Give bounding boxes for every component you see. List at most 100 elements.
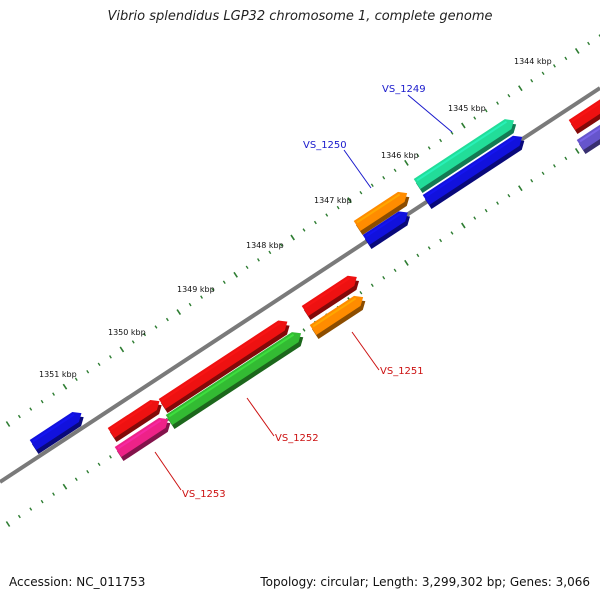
inner-tick-mark <box>416 253 420 258</box>
inner-tick-mark <box>393 268 397 272</box>
outer-tick-mark <box>245 265 249 269</box>
outer-tick-mark <box>370 183 374 187</box>
gene-label-vs1251: VS_1251 <box>380 366 424 377</box>
outer-tick-mark <box>119 346 125 353</box>
gene-arrow-body <box>114 417 169 458</box>
outer-tick-mark <box>325 213 329 217</box>
outer-tick-mark <box>97 362 101 366</box>
outer-tick-mark <box>416 153 420 158</box>
tick-label: 1345 kbp <box>448 104 486 113</box>
genome-info-text: Topology: circular; Length: 3,299,302 bp… <box>260 575 590 589</box>
gene-arrow-body <box>413 119 514 190</box>
outer-tick-mark <box>347 197 352 204</box>
gene-arrow-purple-edge[interactable] <box>576 111 600 155</box>
inner-tick-mark <box>574 147 580 154</box>
gene-arrow-vs1249[interactable] <box>413 119 517 194</box>
inner-tick-mark <box>450 231 454 235</box>
outer-tick-mark <box>74 377 78 381</box>
gene-label-vs1249: VS_1249 <box>382 84 426 95</box>
gene-arrow-blue-left[interactable] <box>29 411 84 455</box>
inner-tick-mark <box>439 238 443 243</box>
outer-tick-mark <box>518 85 523 92</box>
outer-tick-mark <box>200 295 203 299</box>
outer-tick-mark <box>507 94 511 98</box>
gene-arrow-highlight <box>117 419 162 450</box>
outer-tick-mark <box>222 280 226 284</box>
outer-tick-mark <box>461 122 466 129</box>
outer-tick-mark <box>268 250 272 255</box>
gene-arrow-body <box>29 411 82 451</box>
inner-tick-mark <box>496 201 499 205</box>
tick-labels: 1344 kbp 1345 kbp 1346 kbp 1347 kbp 1348… <box>39 57 552 379</box>
outer-tick-mark <box>233 271 238 278</box>
gene-arrow-red-a[interactable] <box>107 399 162 443</box>
inner-tick-mark <box>74 477 78 481</box>
gene-arrow-highlight <box>32 413 75 443</box>
outer-tick-mark <box>598 34 600 38</box>
gene-arrow-highlight <box>161 322 281 402</box>
gene-arrow-highlight <box>416 120 508 182</box>
outer-tick-mark <box>473 116 477 120</box>
outer-tick-mark <box>154 325 158 329</box>
gene-arrow-red-edge[interactable] <box>568 91 600 135</box>
inner-tick-mark <box>473 216 477 220</box>
outer-tick-mark <box>5 421 11 427</box>
inner-tick-mark <box>97 462 101 466</box>
outer-tick-mark <box>143 332 147 337</box>
outer-tick-mark <box>359 191 363 195</box>
inner-tick-mark <box>564 156 568 161</box>
gene-label-vs1252: VS_1252 <box>275 433 319 444</box>
outer-tick-mark <box>86 370 90 374</box>
inner-tick-mark <box>29 507 33 511</box>
outer-tick-track <box>5 34 600 427</box>
gene-arrow-highlight <box>365 213 401 238</box>
inner-tick-mark <box>40 499 44 504</box>
gene-arrow-highlight <box>356 193 401 224</box>
gene-arrow-vs1251[interactable] <box>309 295 366 340</box>
outer-tick-mark <box>109 355 112 359</box>
tick-label: 1346 kbp <box>381 151 419 160</box>
outer-tick-mark <box>17 414 21 419</box>
gene-arrow-red-b[interactable] <box>301 275 360 321</box>
callout-line-vs1250 <box>343 149 372 189</box>
gene-label-vs1250: VS_1250 <box>303 140 347 151</box>
outer-tick-mark <box>188 302 192 307</box>
tick-label: 1348 kbp <box>246 241 284 250</box>
gene-arrow-blue-long[interactable] <box>422 135 525 210</box>
outer-tick-mark <box>131 340 135 344</box>
outer-tick-mark <box>382 176 386 180</box>
gene-arrow-body <box>353 191 408 232</box>
gene-arrow-vs1252[interactable] <box>165 332 304 430</box>
inner-tick-mark <box>359 291 363 295</box>
gene-arrow-body <box>165 332 302 426</box>
gene-arrow-body <box>422 135 523 206</box>
inner-tick-mark <box>382 276 386 280</box>
outer-tick-mark <box>290 234 295 241</box>
gene-arrow-highlight <box>579 127 600 143</box>
callout-line-vs1252 <box>246 397 275 437</box>
outer-tick-mark <box>427 146 431 150</box>
gene-callouts: VS_1249 VS_1250 VS_1251 VS_1252 VS_1253 <box>154 84 453 500</box>
outer-tick-mark <box>496 101 499 105</box>
outer-tick-mark <box>52 392 55 396</box>
callout-line-vs1253 <box>154 451 182 491</box>
inner-tick-mark <box>404 259 409 266</box>
inner-tick-mark <box>530 179 534 183</box>
gene-features <box>29 91 600 462</box>
gene-arrow-highlight <box>168 333 295 418</box>
gene-arrow-vs1250[interactable] <box>353 191 410 236</box>
outer-tick-mark <box>302 228 306 232</box>
outer-tick-mark <box>62 383 68 390</box>
inner-tick-mark <box>461 222 466 229</box>
gene-arrow-red-long[interactable] <box>158 320 290 414</box>
outer-tick-mark <box>165 317 169 322</box>
gene-arrow-highlight <box>425 137 516 198</box>
tick-label: 1344 kbp <box>514 57 552 66</box>
inner-tick-mark <box>553 164 556 168</box>
outer-tick-mark <box>313 220 317 225</box>
gene-arrow-blue-mid[interactable] <box>362 211 410 250</box>
gene-arrow-highlight <box>312 297 357 328</box>
gene-arrow-vs1253[interactable] <box>114 417 171 462</box>
outer-tick-mark <box>211 288 215 292</box>
